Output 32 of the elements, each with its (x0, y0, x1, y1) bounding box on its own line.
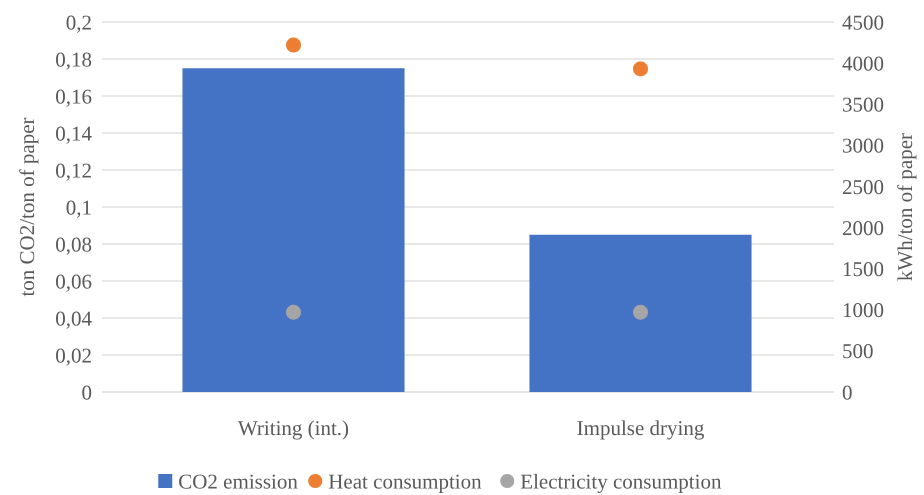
x-tick-label: Impulse drying (576, 416, 705, 440)
legend-label: CO2 emission (178, 469, 298, 494)
y2-tick-label: 2000 (842, 216, 884, 240)
y2-tick-label: 2500 (842, 174, 884, 199)
y-tick-label: 0,02 (55, 343, 92, 368)
y-tick-label: 0,2 (66, 10, 92, 34)
y2-tick-label: 1000 (842, 298, 884, 322)
y2-tick-label: 1500 (842, 257, 884, 282)
point (633, 304, 648, 320)
legend-label: Electricity consumption (520, 469, 722, 494)
y2-axis-title: kWh/ton of paper (893, 132, 917, 282)
y-tick-label: 0,1 (66, 195, 92, 220)
y-tick-label: 0 (82, 380, 92, 404)
y2-tick-label: 500 (842, 339, 874, 364)
y-tick-label: 0,12 (55, 158, 92, 182)
y-tick-label: 0,06 (55, 269, 92, 294)
y2-tick-label: 4000 (842, 51, 884, 76)
y-axis-title: ton CO2/ton of paper (15, 117, 39, 297)
y2-tick-label: 3000 (842, 134, 884, 158)
point (633, 61, 648, 76)
x-tick-label: Writing (int.) (238, 416, 350, 440)
point (286, 304, 301, 320)
y-tick-label: 0,14 (55, 121, 92, 146)
y-tick-label: 0,08 (55, 232, 92, 256)
y2-tick-label: 0 (842, 380, 852, 404)
y-tick-label: 0,04 (55, 306, 92, 330)
y2-tick-label: 3500 (842, 92, 884, 117)
y-tick-label: 0,18 (55, 47, 92, 72)
y-tick-label: 0,16 (55, 84, 92, 108)
y2-tick-label: 4500 (842, 10, 884, 34)
point (286, 38, 301, 53)
legend-label: Heat consumption (328, 469, 482, 494)
